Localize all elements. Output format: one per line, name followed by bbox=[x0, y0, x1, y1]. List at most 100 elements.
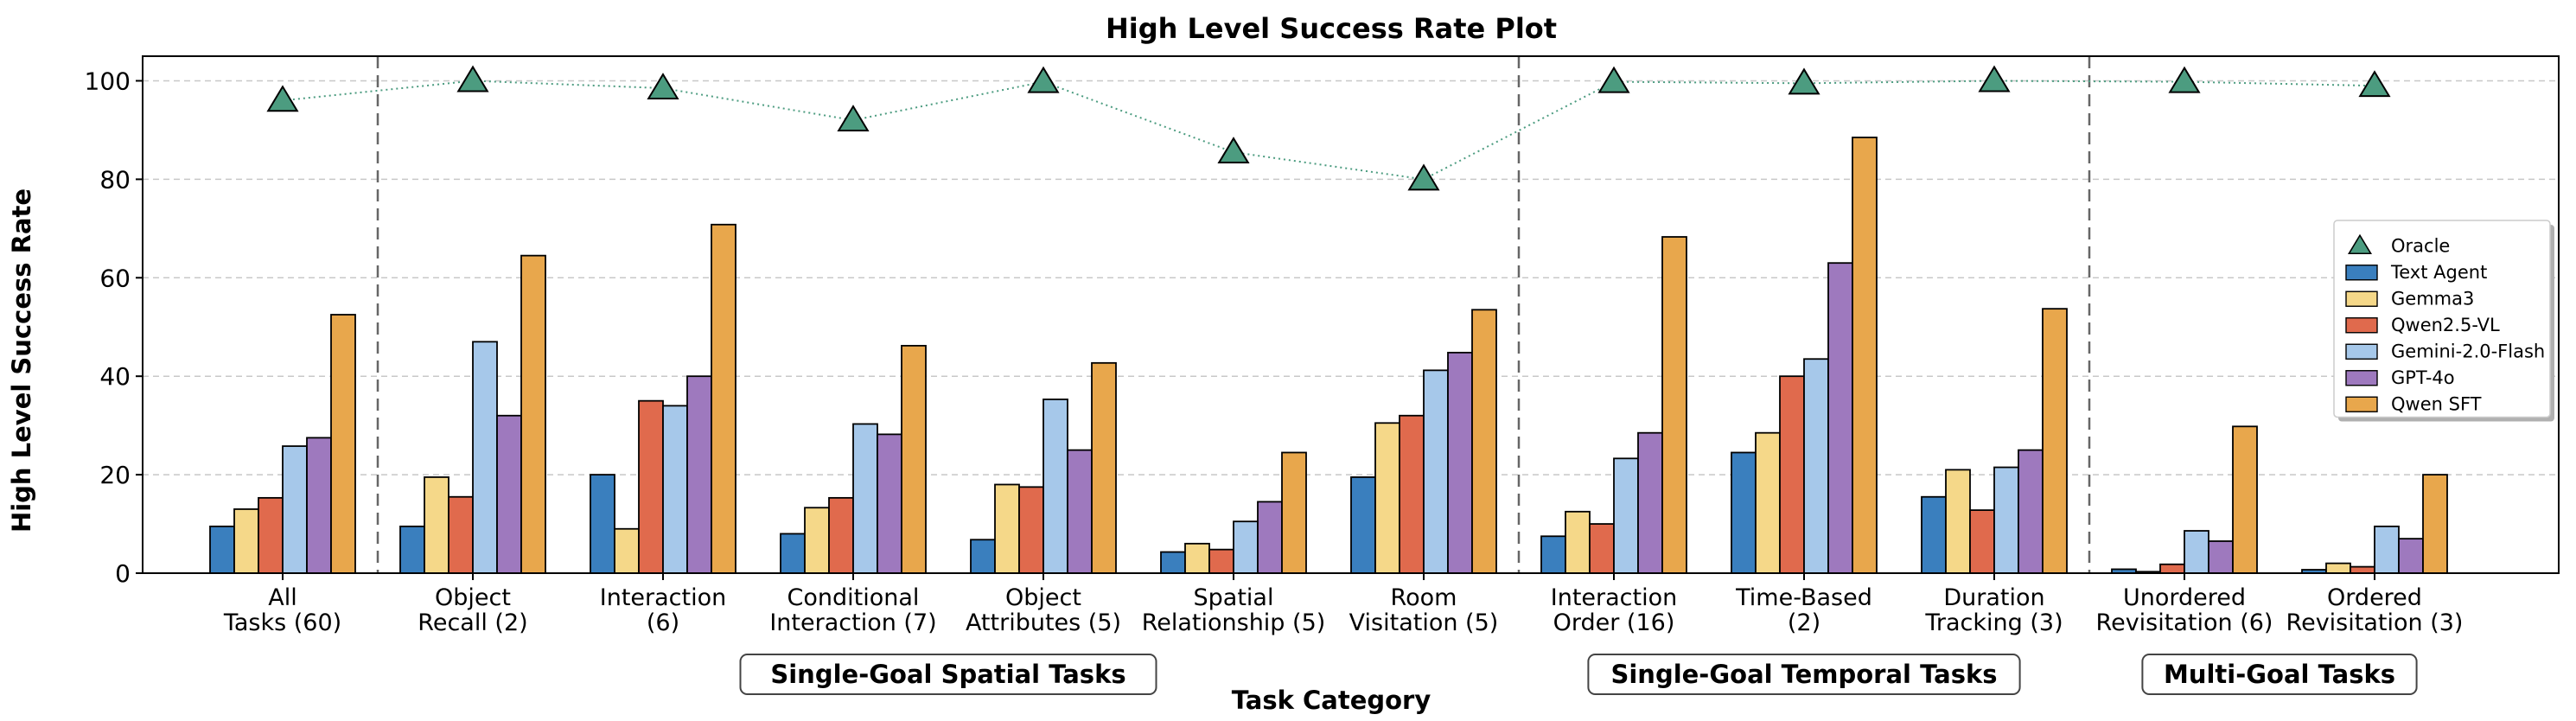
x-tick-label: Attributes (5) bbox=[966, 609, 1121, 636]
bar bbox=[1827, 262, 1853, 574]
bar bbox=[828, 496, 854, 574]
x-tick-label: (2) bbox=[1788, 609, 1820, 636]
legend-swatch bbox=[2345, 343, 2378, 360]
bar bbox=[1091, 361, 1117, 574]
y-tick-label: 100 bbox=[85, 67, 131, 95]
bar bbox=[1803, 358, 1829, 574]
oracle-marker bbox=[1597, 66, 1630, 93]
legend-swatch bbox=[2345, 396, 2378, 412]
bar bbox=[472, 341, 498, 574]
x-tick-label: Object bbox=[1005, 584, 1081, 611]
legend-label: Text Agent bbox=[2390, 262, 2487, 283]
bar bbox=[1447, 351, 1473, 574]
bar bbox=[1399, 414, 1425, 574]
legend-label: Qwen2.5-VL bbox=[2391, 315, 2500, 335]
bar bbox=[1540, 535, 1566, 574]
bar bbox=[209, 525, 235, 574]
legend-label: Qwen SFT bbox=[2391, 393, 2482, 414]
bar bbox=[614, 527, 640, 574]
oracle-marker bbox=[2168, 66, 2201, 93]
bar bbox=[2159, 563, 2185, 574]
oracle-series bbox=[266, 65, 2391, 191]
bar bbox=[1589, 523, 1615, 574]
y-axis-label: High Level Success Rate bbox=[7, 188, 36, 533]
x-tick-label: Tracking (3) bbox=[1924, 609, 2063, 636]
bar bbox=[258, 496, 284, 574]
x-tick-label: All bbox=[268, 584, 296, 611]
oracle-marker bbox=[647, 73, 679, 100]
bar bbox=[638, 399, 664, 574]
oracle-marker bbox=[2358, 70, 2391, 98]
legend-box bbox=[2333, 220, 2551, 418]
bar bbox=[662, 405, 688, 574]
y-tick-label: 20 bbox=[99, 461, 131, 489]
bar bbox=[1043, 399, 1068, 574]
bar bbox=[901, 344, 927, 574]
bar bbox=[804, 507, 830, 574]
category-groups: Single-Goal Spatial Tasks Single-Goal Tem… bbox=[739, 654, 2418, 695]
bar bbox=[2018, 449, 2044, 574]
bar bbox=[686, 375, 712, 574]
bar bbox=[1281, 451, 1307, 574]
bar bbox=[1755, 431, 1781, 574]
bar bbox=[1969, 509, 1995, 574]
legend-swatch bbox=[2345, 317, 2378, 334]
y-tick-label: 80 bbox=[99, 165, 131, 194]
x-tick-label: Interaction (7) bbox=[769, 609, 936, 636]
bar bbox=[2422, 474, 2448, 574]
x-tick-label: Interaction bbox=[1551, 584, 1677, 611]
bar bbox=[1184, 542, 1210, 574]
group-separators bbox=[376, 56, 2091, 573]
x-tick-label: Room bbox=[1391, 584, 1457, 611]
oracle-marker bbox=[456, 65, 489, 93]
bar bbox=[970, 539, 996, 574]
y-tick-label: 40 bbox=[99, 362, 131, 391]
x-tick-label: Revisitation (6) bbox=[2096, 609, 2273, 636]
x-tick-label: Revisitation (3) bbox=[2286, 609, 2464, 636]
group-label: Multi-Goal Tasks bbox=[2164, 660, 2395, 689]
x-tick-label: Ordered bbox=[2327, 584, 2422, 611]
bar bbox=[1208, 548, 1234, 574]
x-tick-label: (6) bbox=[647, 609, 679, 636]
bar bbox=[2042, 308, 2068, 574]
bar bbox=[282, 445, 308, 574]
oracle-marker bbox=[1978, 65, 2011, 93]
bar bbox=[877, 433, 902, 574]
x-tick-label: Tasks (60) bbox=[223, 609, 341, 636]
bar bbox=[399, 525, 425, 574]
bar bbox=[1661, 236, 1687, 574]
bar bbox=[1565, 510, 1591, 574]
legend-label: Gemini-2.0-Flash bbox=[2391, 341, 2545, 361]
y-axis-ticks: 0 20 40 60 80 100 bbox=[85, 67, 143, 588]
x-tick-label: Unordered bbox=[2123, 584, 2246, 611]
x-axis-label: Task Category bbox=[1232, 686, 1431, 715]
bar bbox=[1613, 457, 1639, 574]
x-tick-label: Conditional bbox=[787, 584, 920, 611]
bar bbox=[233, 508, 259, 574]
bar bbox=[1731, 451, 1757, 574]
bar bbox=[1257, 501, 1283, 574]
chart-title: High Level Success Rate Plot bbox=[1106, 12, 1557, 45]
bar bbox=[2325, 562, 2351, 574]
group-label-box bbox=[1587, 654, 2021, 695]
legend-label: GPT-4o bbox=[2391, 367, 2455, 388]
bar bbox=[448, 495, 474, 574]
x-tick-label: Recall (2) bbox=[418, 609, 527, 636]
bar bbox=[2208, 540, 2234, 574]
bar bbox=[1423, 369, 1449, 574]
bar bbox=[1779, 375, 1805, 574]
bar bbox=[590, 474, 615, 574]
x-tick-label: Object bbox=[435, 584, 511, 611]
bar bbox=[1374, 422, 1400, 574]
bar bbox=[2374, 525, 2400, 574]
group-label: Single-Goal Spatial Tasks bbox=[770, 660, 1125, 689]
bar bbox=[994, 483, 1020, 574]
bar bbox=[1993, 466, 2019, 574]
bar bbox=[1852, 137, 1878, 574]
bar bbox=[2350, 565, 2375, 574]
group-label-box bbox=[739, 654, 1157, 695]
legend-label: Gemma3 bbox=[2391, 288, 2474, 309]
bar bbox=[306, 437, 332, 574]
